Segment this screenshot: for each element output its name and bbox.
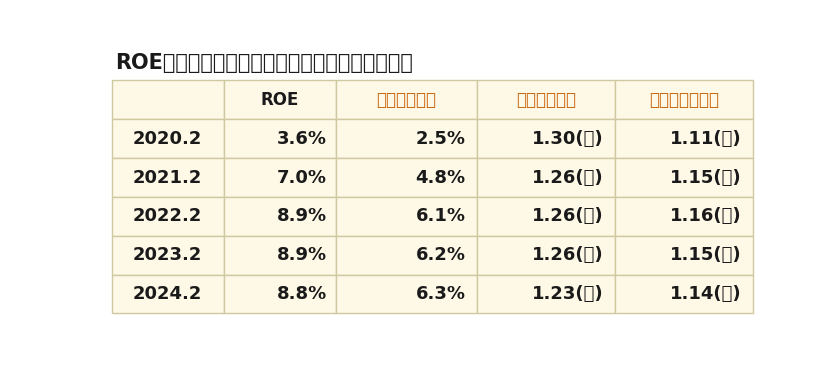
Text: 1.16(倍): 1.16(倍) (670, 207, 742, 226)
Text: 7.0%: 7.0% (277, 169, 327, 186)
Text: 1.23(回): 1.23(回) (533, 285, 604, 303)
Text: 2024.2: 2024.2 (133, 285, 202, 303)
Text: 財務レバレッジ: 財務レバレッジ (648, 91, 719, 109)
FancyBboxPatch shape (477, 236, 615, 274)
FancyBboxPatch shape (112, 158, 223, 197)
FancyBboxPatch shape (223, 158, 336, 197)
FancyBboxPatch shape (477, 80, 615, 119)
Text: ROE: ROE (260, 91, 299, 109)
Text: 2023.2: 2023.2 (133, 246, 202, 264)
FancyBboxPatch shape (615, 119, 753, 158)
FancyBboxPatch shape (223, 236, 336, 274)
FancyBboxPatch shape (223, 80, 336, 119)
Text: 1.15(倍): 1.15(倍) (670, 169, 742, 186)
Text: 1.15(倍): 1.15(倍) (670, 246, 742, 264)
FancyBboxPatch shape (336, 158, 477, 197)
FancyBboxPatch shape (336, 80, 477, 119)
FancyBboxPatch shape (477, 119, 615, 158)
FancyBboxPatch shape (112, 119, 223, 158)
FancyBboxPatch shape (615, 197, 753, 236)
FancyBboxPatch shape (223, 197, 336, 236)
FancyBboxPatch shape (336, 119, 477, 158)
Text: 3.6%: 3.6% (277, 130, 327, 148)
FancyBboxPatch shape (477, 274, 615, 313)
FancyBboxPatch shape (223, 119, 336, 158)
Text: 4.8%: 4.8% (416, 169, 465, 186)
FancyBboxPatch shape (336, 274, 477, 313)
Text: 1.11(倍): 1.11(倍) (670, 130, 742, 148)
Text: 2.5%: 2.5% (416, 130, 465, 148)
Text: 1.26(回): 1.26(回) (533, 207, 604, 226)
Text: 2022.2: 2022.2 (133, 207, 202, 226)
Text: 1.26(回): 1.26(回) (533, 169, 604, 186)
Text: 8.9%: 8.9% (277, 246, 327, 264)
Text: 6.3%: 6.3% (416, 285, 465, 303)
FancyBboxPatch shape (112, 80, 223, 119)
Text: 6.2%: 6.2% (416, 246, 465, 264)
FancyBboxPatch shape (223, 274, 336, 313)
Text: 1.30(回): 1.30(回) (533, 130, 604, 148)
Text: 8.9%: 8.9% (277, 207, 327, 226)
Text: 8.8%: 8.8% (276, 285, 327, 303)
FancyBboxPatch shape (336, 197, 477, 236)
Text: 2021.2: 2021.2 (133, 169, 202, 186)
FancyBboxPatch shape (112, 236, 223, 274)
Text: 1.26(回): 1.26(回) (533, 246, 604, 264)
FancyBboxPatch shape (615, 274, 753, 313)
FancyBboxPatch shape (615, 80, 753, 119)
FancyBboxPatch shape (112, 274, 223, 313)
FancyBboxPatch shape (477, 158, 615, 197)
FancyBboxPatch shape (615, 158, 753, 197)
Text: 2020.2: 2020.2 (133, 130, 202, 148)
Text: 当期純利益率: 当期純利益率 (376, 91, 437, 109)
Text: 総資本回転率: 総資本回転率 (516, 91, 576, 109)
Text: 6.1%: 6.1% (416, 207, 465, 226)
FancyBboxPatch shape (615, 236, 753, 274)
Text: ROE（自己資本利益率）の分解と上昇・下落要因: ROE（自己資本利益率）の分解と上昇・下落要因 (115, 53, 412, 73)
FancyBboxPatch shape (112, 197, 223, 236)
FancyBboxPatch shape (477, 197, 615, 236)
Text: 1.14(倍): 1.14(倍) (670, 285, 742, 303)
FancyBboxPatch shape (336, 236, 477, 274)
